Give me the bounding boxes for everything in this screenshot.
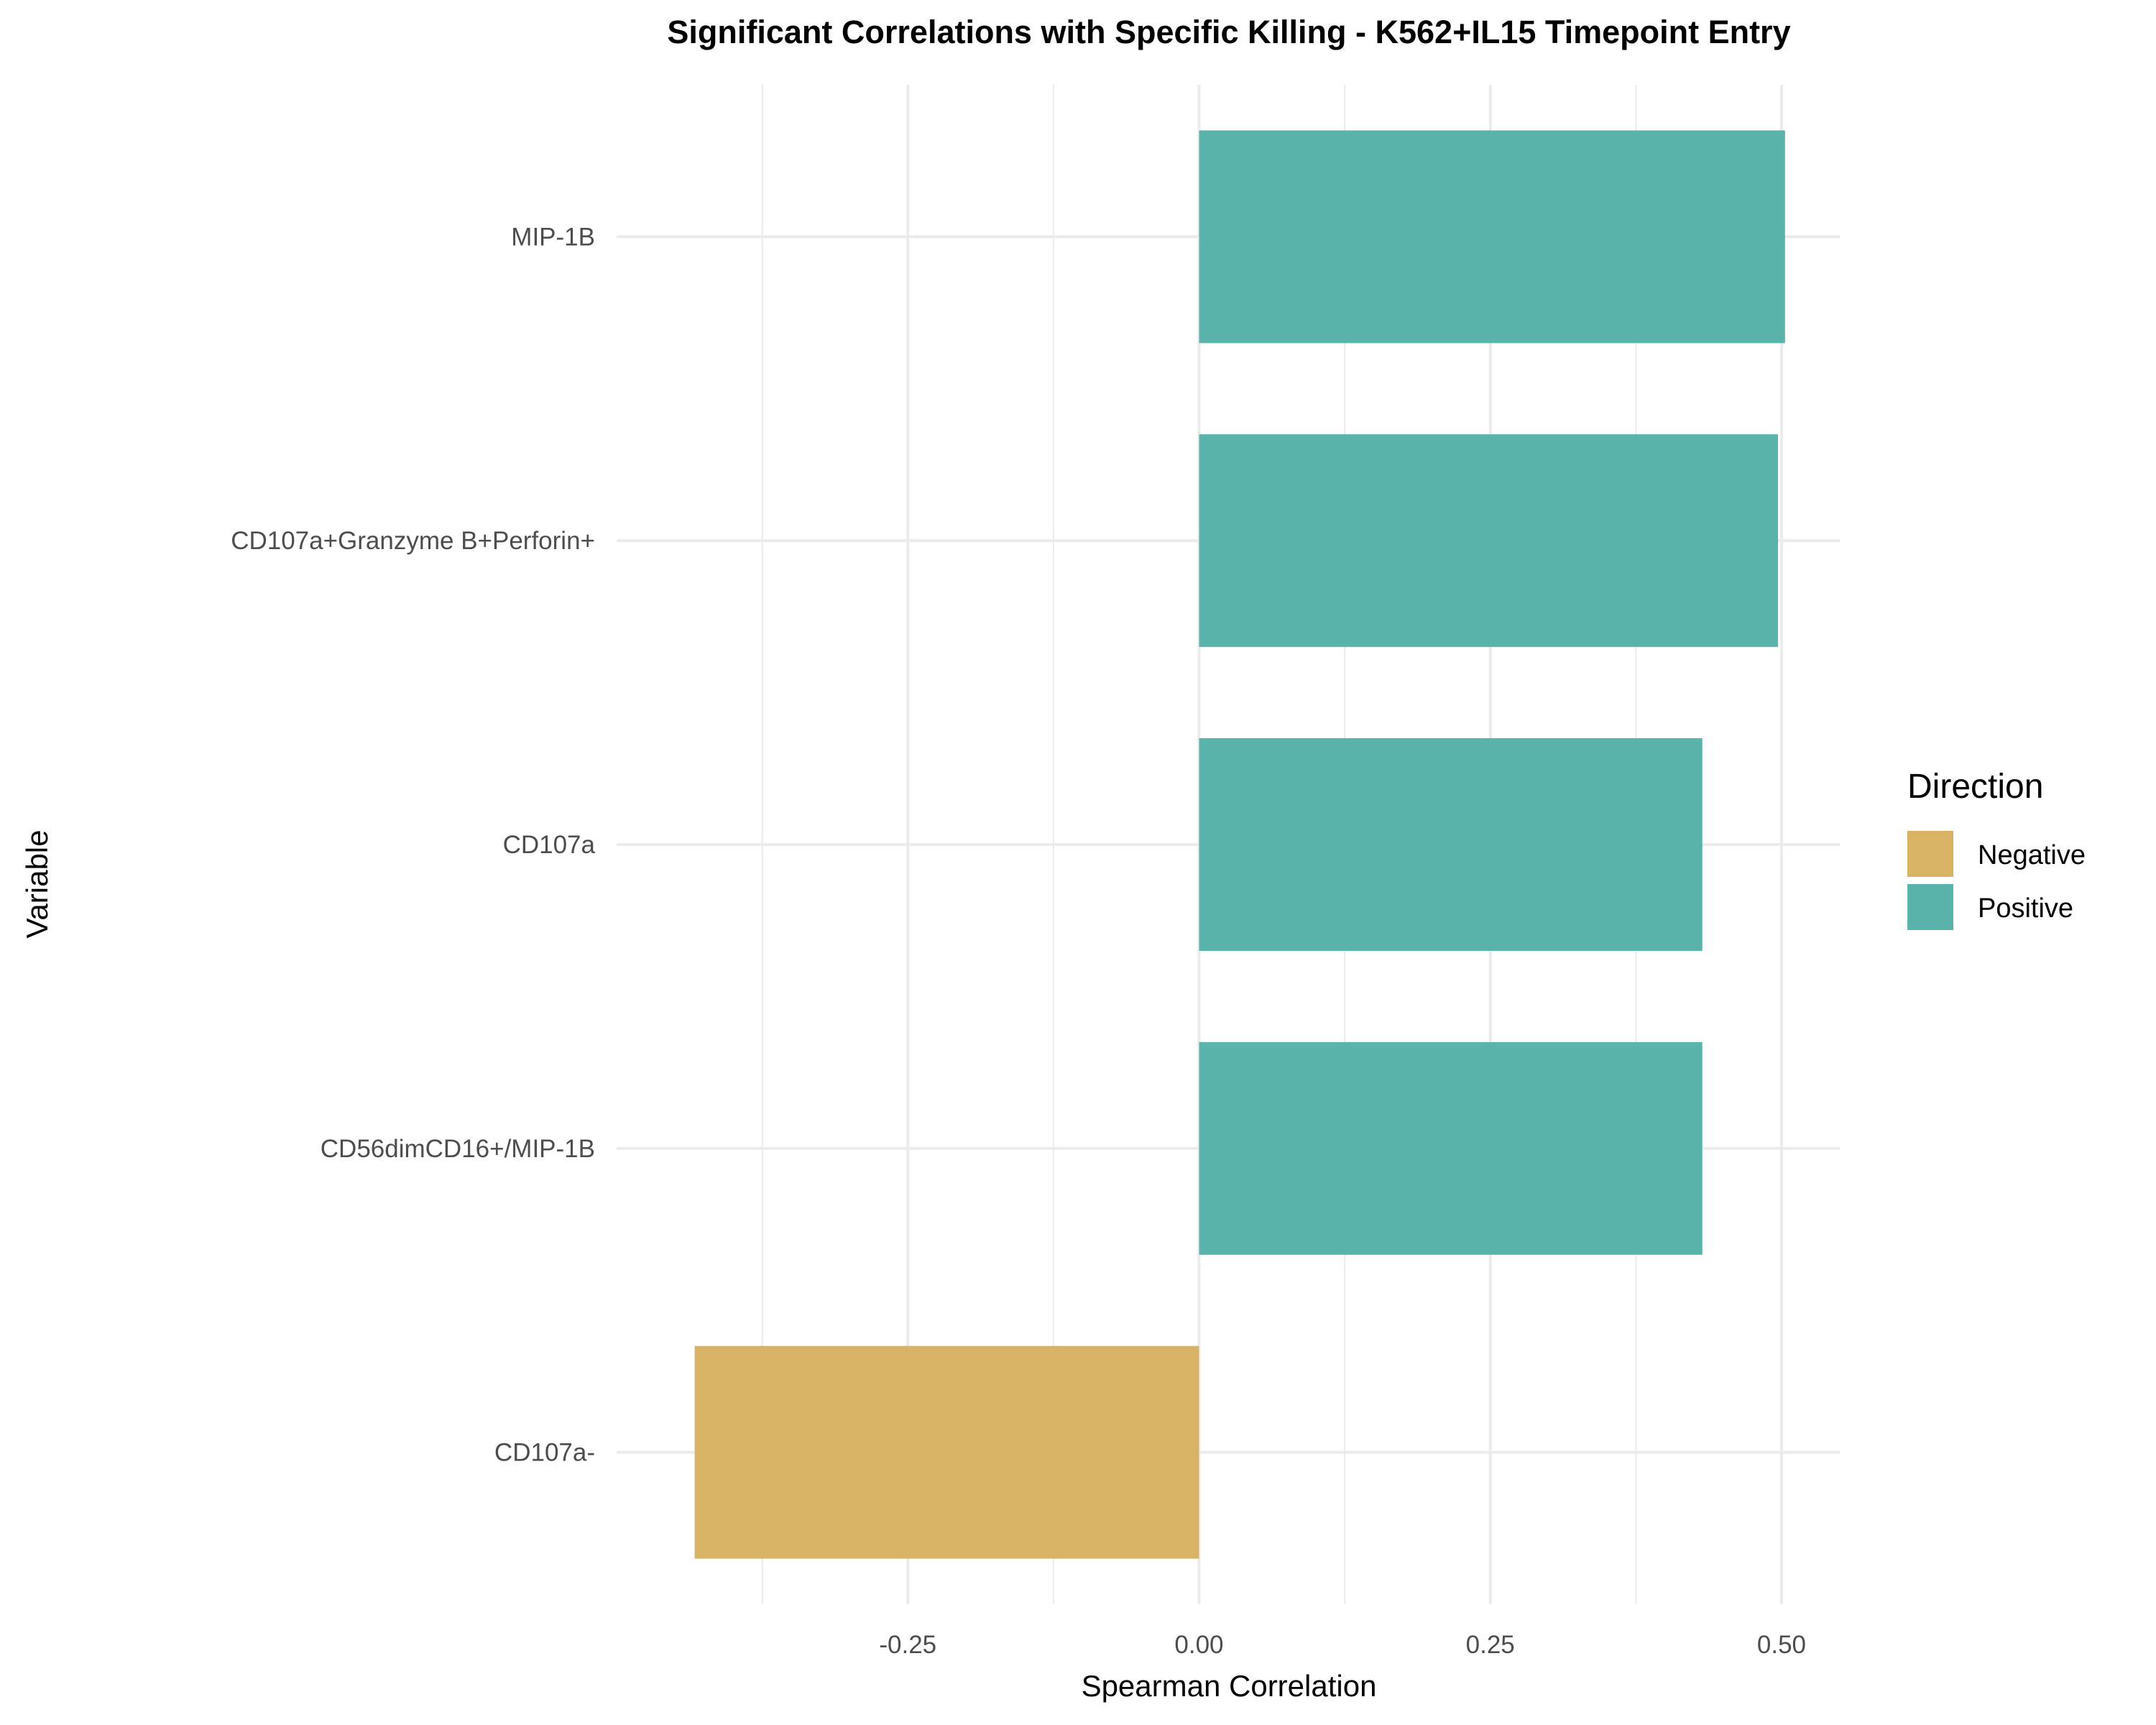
- y-tick-label: CD107a: [503, 831, 596, 859]
- x-tick-label: -0.25: [879, 1631, 936, 1659]
- y-tick-label: CD107a-: [494, 1439, 595, 1467]
- bars: [694, 130, 1785, 1559]
- y-tick-label: MIP-1B: [511, 223, 595, 251]
- bar-mip-1b: [1199, 130, 1785, 344]
- legend-label-positive: Positive: [1978, 893, 2073, 924]
- y-tick-label: CD56dimCD16+/MIP-1B: [321, 1135, 595, 1163]
- x-tick-label: 0.25: [1466, 1631, 1515, 1659]
- chart-title: Significant Correlations with Specific K…: [667, 14, 1790, 50]
- x-tick-labels: -0.25 0.00 0.25 0.50: [879, 1631, 1806, 1659]
- legend-label-negative: Negative: [1978, 840, 2086, 870]
- legend: Direction Negative Positive: [1907, 768, 2086, 930]
- y-tick-labels: MIP-1B CD107a+Granzyme B+Perforin+ CD107a C…: [231, 223, 595, 1466]
- bar-cd56dimcd16-mip-1b: [1199, 1041, 1703, 1255]
- y-axis-title: Variable: [20, 830, 54, 939]
- bar-cd107a: [1199, 738, 1703, 951]
- y-tick-label: CD107a+Granzyme B+Perforin+: [231, 527, 595, 555]
- x-tick-label: 0.50: [1757, 1631, 1806, 1659]
- legend-key-negative: [1907, 831, 1953, 877]
- bar-cd107a: [694, 1346, 1199, 1559]
- legend-key-positive: [1907, 884, 1953, 930]
- legend-title: Direction: [1907, 768, 2043, 806]
- x-tick-label: 0.00: [1174, 1631, 1223, 1659]
- x-axis-title: Spearman Correlation: [1082, 1669, 1377, 1703]
- bar-cd107a-granzyme-b-perforin: [1199, 434, 1779, 648]
